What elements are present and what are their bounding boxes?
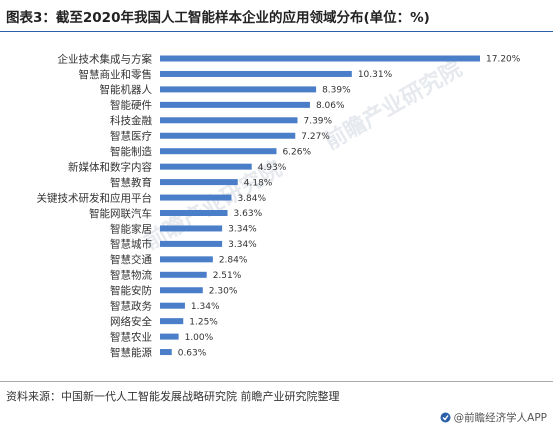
value-label: 2.30% <box>209 286 238 296</box>
bar <box>160 256 213 263</box>
bar <box>160 287 203 294</box>
value-label: 0.63% <box>178 348 207 358</box>
category-label: 智慧教育 <box>110 176 152 189</box>
value-label: 3.63% <box>234 209 263 219</box>
bar <box>160 271 207 278</box>
value-label: 3.34% <box>228 225 257 235</box>
brand-text: @前瞻经济学人APP <box>453 412 547 424</box>
value-label: 1.34% <box>191 302 220 312</box>
bar <box>160 70 352 77</box>
category-label: 智能网联汽车 <box>89 207 152 220</box>
bar <box>160 148 277 155</box>
value-label: 2.84% <box>219 256 248 266</box>
value-label: 10.31% <box>358 70 393 80</box>
category-label: 智能制造 <box>110 145 152 158</box>
value-label: 3.84% <box>237 194 266 204</box>
category-label: 智能安防 <box>110 284 152 297</box>
bar <box>160 302 185 309</box>
bar <box>160 163 252 170</box>
bar <box>160 210 228 216</box>
category-label: 企业技术集成与方案 <box>58 52 153 65</box>
category-label: 科技金融 <box>110 114 152 127</box>
bar <box>160 225 223 232</box>
bar <box>160 194 232 201</box>
category-label: 关键技术研发和应用平台 <box>37 191 153 204</box>
bar <box>160 117 298 124</box>
category-label: 智慧商业和零售 <box>79 68 153 81</box>
title-divider <box>0 31 553 32</box>
category-label: 智能机器人 <box>100 83 153 96</box>
category-label: 智慧医疗 <box>110 130 152 143</box>
value-label: 17.20% <box>486 55 521 65</box>
chart-title: 图表3：截至2020年我国人工智能样本企业的应用领域分布(单位：%) <box>6 10 430 26</box>
category-label: 智慧政务 <box>110 300 152 313</box>
value-label: 4.93% <box>258 163 287 173</box>
category-label: 网络安全 <box>110 315 152 328</box>
bar <box>160 101 310 108</box>
category-label: 智能硬件 <box>110 99 152 112</box>
source-divider <box>0 381 553 382</box>
category-label: 新媒体和数字内容 <box>68 160 152 173</box>
bar <box>160 240 223 247</box>
bar <box>160 349 172 356</box>
value-label: 6.26% <box>282 147 311 157</box>
source-note: 资料来源：中国新一代人工智能发展战略研究院 前瞻产业研究院整理 <box>6 390 340 403</box>
bar <box>160 179 238 186</box>
value-label: 1.25% <box>189 317 218 327</box>
bar <box>160 132 296 139</box>
value-label: 7.39% <box>303 117 332 127</box>
category-label: 智慧能源 <box>110 346 152 359</box>
value-label: 1.00% <box>185 333 214 343</box>
category-label: 智慧城市 <box>110 238 152 251</box>
value-label: 8.39% <box>322 86 351 96</box>
bar <box>160 333 179 340</box>
value-label: 8.06% <box>316 101 345 111</box>
brand-credit: @前瞻经济学人APP <box>440 410 547 425</box>
value-label: 2.51% <box>213 271 242 281</box>
value-label: 3.34% <box>228 240 257 250</box>
bar <box>160 55 480 62</box>
value-label: 4.18% <box>244 178 273 188</box>
category-label: 智慧物流 <box>110 269 152 282</box>
category-label: 智慧交通 <box>110 253 152 266</box>
brand-logo-icon <box>440 412 451 423</box>
value-label: 7.27% <box>301 132 330 142</box>
category-label: 智慧农业 <box>110 330 152 343</box>
bar <box>160 318 184 325</box>
bar <box>160 86 317 93</box>
category-label: 智能家居 <box>110 222 152 235</box>
